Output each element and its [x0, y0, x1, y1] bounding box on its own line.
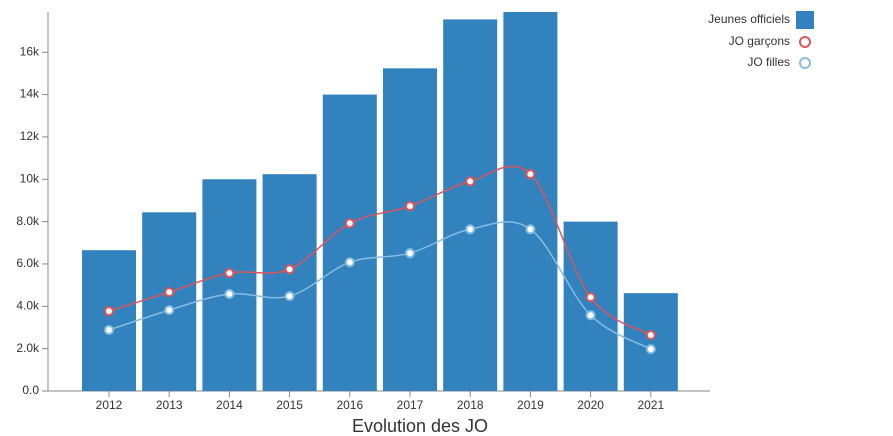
bar	[443, 19, 498, 391]
legend-label: Jeunes officiels	[708, 12, 790, 26]
legend-label: JO filles	[747, 55, 790, 69]
y-tick-label: 16k	[20, 44, 40, 58]
bar	[142, 212, 197, 391]
y-tick-label: 12k	[20, 129, 40, 143]
bar	[383, 68, 437, 391]
legend-label: JO garçons	[729, 34, 790, 48]
legend-swatch	[799, 57, 811, 69]
y-tick-label: 2.0k	[16, 341, 40, 355]
point	[465, 176, 476, 187]
bar	[202, 179, 257, 391]
x-tick-label: 2015	[276, 398, 303, 412]
point	[344, 257, 355, 268]
line	[108, 221, 652, 350]
point	[405, 248, 415, 259]
point	[525, 224, 536, 235]
x-tick-label: 2019	[517, 398, 544, 412]
point	[164, 305, 175, 316]
point	[284, 291, 295, 302]
x-tick-label: 2018	[457, 398, 484, 412]
y-tick-label: 14k	[20, 87, 40, 101]
legend-swatch	[796, 11, 814, 29]
point	[224, 268, 235, 279]
point	[465, 224, 476, 235]
x-tick-label: 2016	[336, 398, 363, 412]
x-tick-label: 2014	[216, 398, 243, 412]
bar	[623, 293, 678, 391]
legend-swatch	[799, 36, 811, 48]
point	[585, 310, 596, 321]
line	[108, 165, 652, 336]
x-tick-label: 2021	[637, 398, 664, 412]
x-tick-label: 2012	[96, 398, 123, 412]
x-tick-label: 2017	[397, 398, 424, 412]
point	[224, 289, 235, 300]
point	[284, 264, 295, 275]
bar	[322, 94, 377, 392]
point	[104, 325, 114, 336]
y-tick-label: 6.0k	[16, 256, 40, 270]
point	[525, 169, 536, 180]
point	[104, 306, 114, 317]
point	[405, 201, 415, 212]
y-tick-label: 0.0	[22, 383, 39, 397]
y-tick-label: 4.0k	[16, 298, 40, 312]
bar	[503, 12, 558, 391]
x-axis-title: Evolution des JO	[352, 416, 488, 436]
bar	[262, 174, 317, 391]
bar	[82, 250, 136, 391]
point	[585, 292, 596, 303]
y-tick-label: 8.0k	[16, 214, 40, 228]
x-tick-label: 2013	[156, 398, 183, 412]
bar	[563, 221, 618, 391]
y-tick-label: 10k	[20, 171, 40, 185]
point	[164, 287, 175, 298]
point	[645, 344, 656, 355]
point	[344, 218, 355, 229]
point	[645, 330, 656, 341]
x-tick-label: 2020	[577, 398, 604, 412]
